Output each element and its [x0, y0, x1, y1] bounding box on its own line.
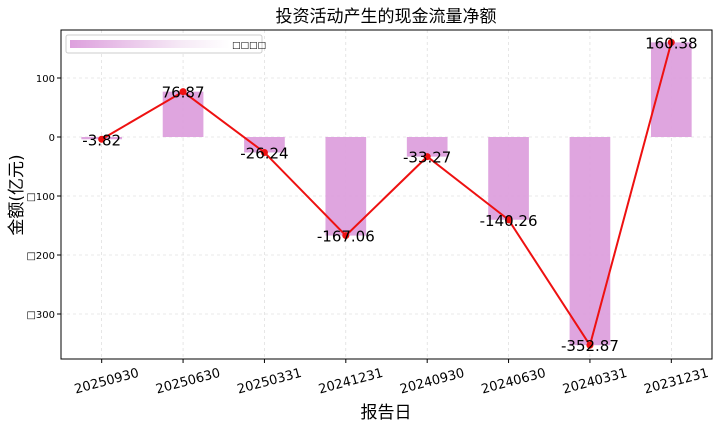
- bar: [650, 42, 692, 137]
- chart-title: 投资活动产生的现金流量净额: [276, 7, 497, 27]
- x-tick-label: 20250930: [73, 366, 141, 398]
- x-axis-ticks: 20250930 20250630 20250331 20241231 20240930…: [73, 359, 710, 397]
- data-label: -3.82: [82, 131, 121, 149]
- y-tick-label: 0: [49, 133, 55, 144]
- line-series: [98, 38, 675, 349]
- y-axis-label: 金额(亿元): [7, 154, 27, 235]
- y-tick-label: □100: [26, 192, 55, 203]
- bar: [488, 137, 529, 220]
- x-tick-label: 20241231: [317, 366, 385, 398]
- legend-label: □□□□: [232, 41, 266, 51]
- y-axis-ticks: 100 0 □100 □200 □300: [26, 74, 61, 321]
- data-label: -140.26: [480, 212, 538, 230]
- data-label: -33.27: [403, 149, 451, 167]
- legend-swatch: [70, 40, 230, 48]
- data-point: [179, 88, 187, 96]
- bar: [569, 137, 611, 346]
- data-point: [586, 341, 594, 349]
- x-tick-label: 20240331: [561, 366, 629, 398]
- y-tick-label: □300: [26, 310, 55, 321]
- bars: [81, 42, 692, 346]
- plot-frame: [60, 29, 713, 360]
- data-point: [260, 148, 268, 156]
- y-tick-label: □200: [26, 251, 55, 262]
- data-point: [423, 153, 431, 161]
- data-point: [667, 38, 675, 46]
- grid-lines: [61, 30, 712, 359]
- x-tick-label: 20250630: [154, 366, 222, 398]
- bar: [325, 137, 367, 236]
- data-point: [342, 232, 350, 240]
- x-tick-label: 20250331: [236, 366, 304, 398]
- y-tick-label: 100: [36, 74, 55, 85]
- legend: □□□□: [65, 34, 266, 54]
- data-label: 160.38: [645, 34, 698, 52]
- data-point: [98, 135, 106, 143]
- bar: [406, 137, 448, 157]
- data-label: -352.87: [561, 337, 619, 355]
- x-tick-label: 20240630: [480, 366, 548, 398]
- series-line: [101, 42, 673, 348]
- data-label: -167.06: [317, 228, 375, 246]
- x-tick-label: 20240930: [398, 366, 466, 398]
- x-tick-label: 20231231: [643, 366, 711, 398]
- x-axis-label: 报告日: [361, 403, 412, 423]
- data-label: -26.24: [240, 144, 288, 162]
- bar: [244, 137, 285, 153]
- data-point: [505, 216, 513, 224]
- data-labels: -3.82 76.87 -26.24 -167.06 -33.27 -140.26 -352…: [82, 34, 697, 355]
- data-label: 76.87: [162, 84, 205, 102]
